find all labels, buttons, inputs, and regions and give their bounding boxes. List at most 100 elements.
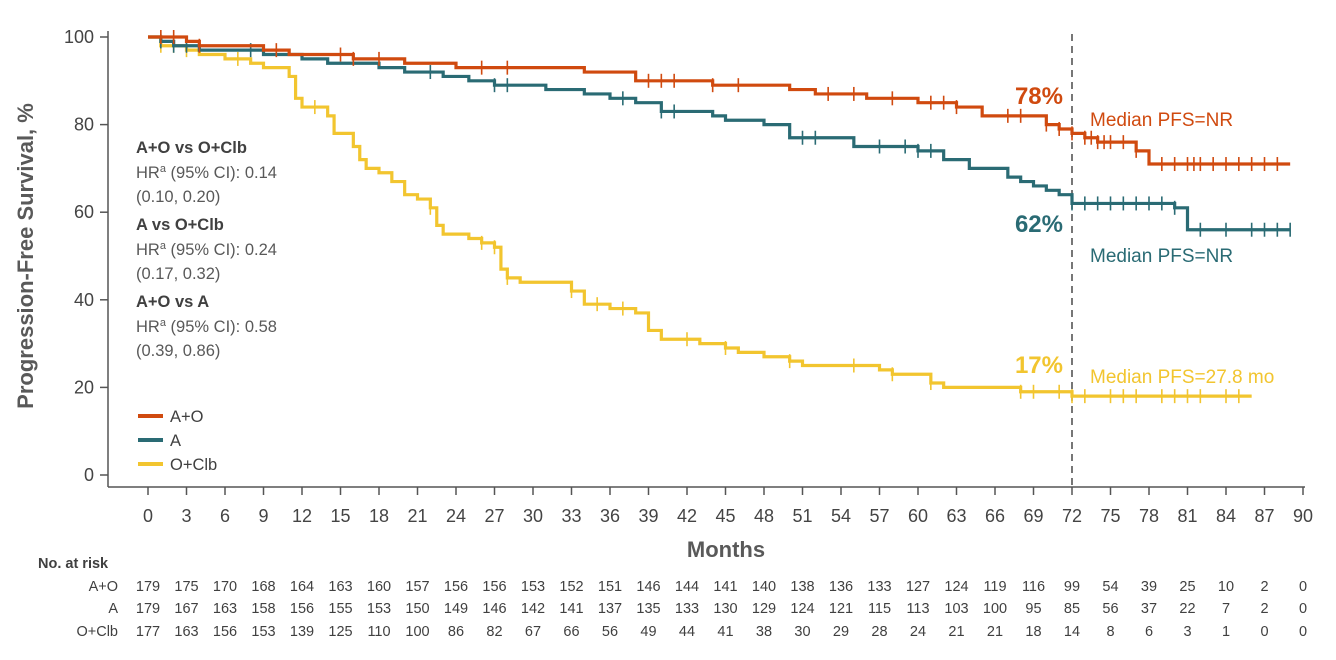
y-axis-title: Progression-Free Survival, % bbox=[13, 103, 38, 409]
risk-cell: 39 bbox=[1141, 579, 1157, 595]
risk-cell: 139 bbox=[290, 624, 314, 640]
hr-annotation: A+O vs O+Clb HRa (95% CI): 0.14 (0.10, 0… bbox=[136, 139, 277, 360]
x-tick-label: 30 bbox=[523, 506, 543, 526]
risk-cell: 100 bbox=[405, 624, 429, 640]
risk-cell: 6 bbox=[1145, 624, 1153, 640]
landmark-label-o-clb: 17% bbox=[1015, 352, 1063, 379]
risk-cell: 152 bbox=[559, 579, 583, 595]
risk-cell: 129 bbox=[752, 601, 776, 617]
risk-cell: 7 bbox=[1222, 601, 1230, 617]
risk-cell: 18 bbox=[1025, 624, 1041, 640]
hr-ci-3: (0.39, 0.86) bbox=[136, 342, 220, 360]
risk-cell: 116 bbox=[1022, 579, 1045, 595]
risk-cell: 137 bbox=[598, 601, 622, 617]
risk-cell: 8 bbox=[1106, 624, 1114, 640]
curve-o-clb bbox=[148, 35, 1252, 398]
x-tick-label: 57 bbox=[869, 506, 889, 526]
x-tick-label: 21 bbox=[407, 506, 427, 526]
risk-cell: 25 bbox=[1179, 579, 1195, 595]
x-tick-label: 12 bbox=[292, 506, 312, 526]
survival-curves bbox=[148, 30, 1291, 404]
x-tick-label: 39 bbox=[638, 506, 658, 526]
risk-cell: 146 bbox=[636, 579, 660, 595]
median-label-a-o: Median PFS=NR bbox=[1090, 110, 1233, 131]
risk-cell: 141 bbox=[559, 601, 583, 617]
hr-title-2: A vs O+Clb bbox=[136, 216, 224, 234]
risk-cell: 1 bbox=[1222, 624, 1230, 640]
risk-cell: 153 bbox=[367, 601, 391, 617]
x-tick-label: 51 bbox=[792, 506, 812, 526]
risk-cell: 66 bbox=[563, 624, 579, 640]
risk-cell: 113 bbox=[906, 601, 929, 617]
risk-cell: 0 bbox=[1299, 601, 1307, 617]
risk-table-header: No. at risk bbox=[38, 556, 109, 572]
x-tick-label: 9 bbox=[258, 506, 268, 526]
x-tick-label: 45 bbox=[715, 506, 735, 526]
risk-cell: 14 bbox=[1064, 624, 1080, 640]
risk-cell: 44 bbox=[679, 624, 695, 640]
risk-cell: 150 bbox=[405, 601, 429, 617]
x-tick-label: 60 bbox=[908, 506, 928, 526]
risk-cell: 170 bbox=[213, 579, 237, 595]
risk-cell: 156 bbox=[290, 601, 314, 617]
x-tick-label: 15 bbox=[330, 506, 350, 526]
risk-cell: 151 bbox=[598, 579, 622, 595]
hr-value-3: HRa (95% CI): 0.58 bbox=[136, 317, 277, 336]
risk-cell: 133 bbox=[867, 579, 891, 595]
risk-cell: 125 bbox=[328, 624, 352, 640]
x-tick-label: 33 bbox=[561, 506, 581, 526]
risk-cell: 136 bbox=[829, 579, 853, 595]
legend: A+O A O+Clb bbox=[138, 408, 217, 474]
risk-cell: 153 bbox=[521, 579, 545, 595]
risk-cell: 67 bbox=[525, 624, 541, 640]
x-tick-label: 42 bbox=[677, 506, 697, 526]
risk-cell: 144 bbox=[675, 579, 699, 595]
risk-cell: 38 bbox=[756, 624, 772, 640]
risk-cell: 56 bbox=[602, 624, 618, 640]
y-tick-label: 20 bbox=[74, 377, 94, 397]
risk-cell: 2 bbox=[1260, 601, 1268, 617]
y-tick-label: 80 bbox=[74, 115, 94, 135]
risk-cell: 24 bbox=[910, 624, 926, 640]
risk-cell: 100 bbox=[983, 601, 1007, 617]
x-tick-label: 81 bbox=[1177, 506, 1197, 526]
y-tick-label: 100 bbox=[64, 27, 94, 47]
risk-cell: 99 bbox=[1064, 579, 1080, 595]
x-tick-label: 48 bbox=[754, 506, 774, 526]
risk-cell: 30 bbox=[794, 624, 810, 640]
x-axis-title: Months bbox=[687, 537, 765, 562]
risk-cell: 130 bbox=[713, 601, 737, 617]
risk-cell: 146 bbox=[482, 601, 506, 617]
risk-cell: 124 bbox=[790, 601, 814, 617]
risk-cell: 0 bbox=[1299, 624, 1307, 640]
risk-cell: 124 bbox=[944, 579, 968, 595]
risk-cell: 149 bbox=[444, 601, 468, 617]
landmark-label-a-o: 78% bbox=[1015, 83, 1063, 110]
risk-cell: 133 bbox=[675, 601, 699, 617]
x-tick-label: 78 bbox=[1139, 506, 1159, 526]
risk-cell: 163 bbox=[213, 601, 237, 617]
risk-cell: 49 bbox=[640, 624, 656, 640]
risk-cell: 2 bbox=[1260, 579, 1268, 595]
risk-row-label-a-o: A+O bbox=[89, 579, 118, 595]
legend-label-o-clb: O+Clb bbox=[170, 456, 217, 474]
risk-cell: 155 bbox=[328, 601, 352, 617]
risk-cell: 0 bbox=[1299, 579, 1307, 595]
x-tick-label: 27 bbox=[484, 506, 504, 526]
y-tick-label: 60 bbox=[74, 202, 94, 222]
risk-cell: 21 bbox=[948, 624, 964, 640]
y-tick-label: 40 bbox=[74, 290, 94, 310]
risk-cell: 3 bbox=[1183, 624, 1191, 640]
x-tick-label: 0 bbox=[143, 506, 153, 526]
x-tick-label: 66 bbox=[985, 506, 1005, 526]
x-tick-label: 72 bbox=[1062, 506, 1082, 526]
risk-cell: 29 bbox=[833, 624, 849, 640]
x-tick-label: 6 bbox=[220, 506, 230, 526]
legend-label-a: A bbox=[170, 432, 181, 450]
risk-cell: 142 bbox=[521, 601, 545, 617]
risk-cell: 119 bbox=[983, 579, 1006, 595]
x-tick-label: 18 bbox=[369, 506, 389, 526]
x-tick-label: 87 bbox=[1254, 506, 1274, 526]
risk-cell: 163 bbox=[328, 579, 352, 595]
